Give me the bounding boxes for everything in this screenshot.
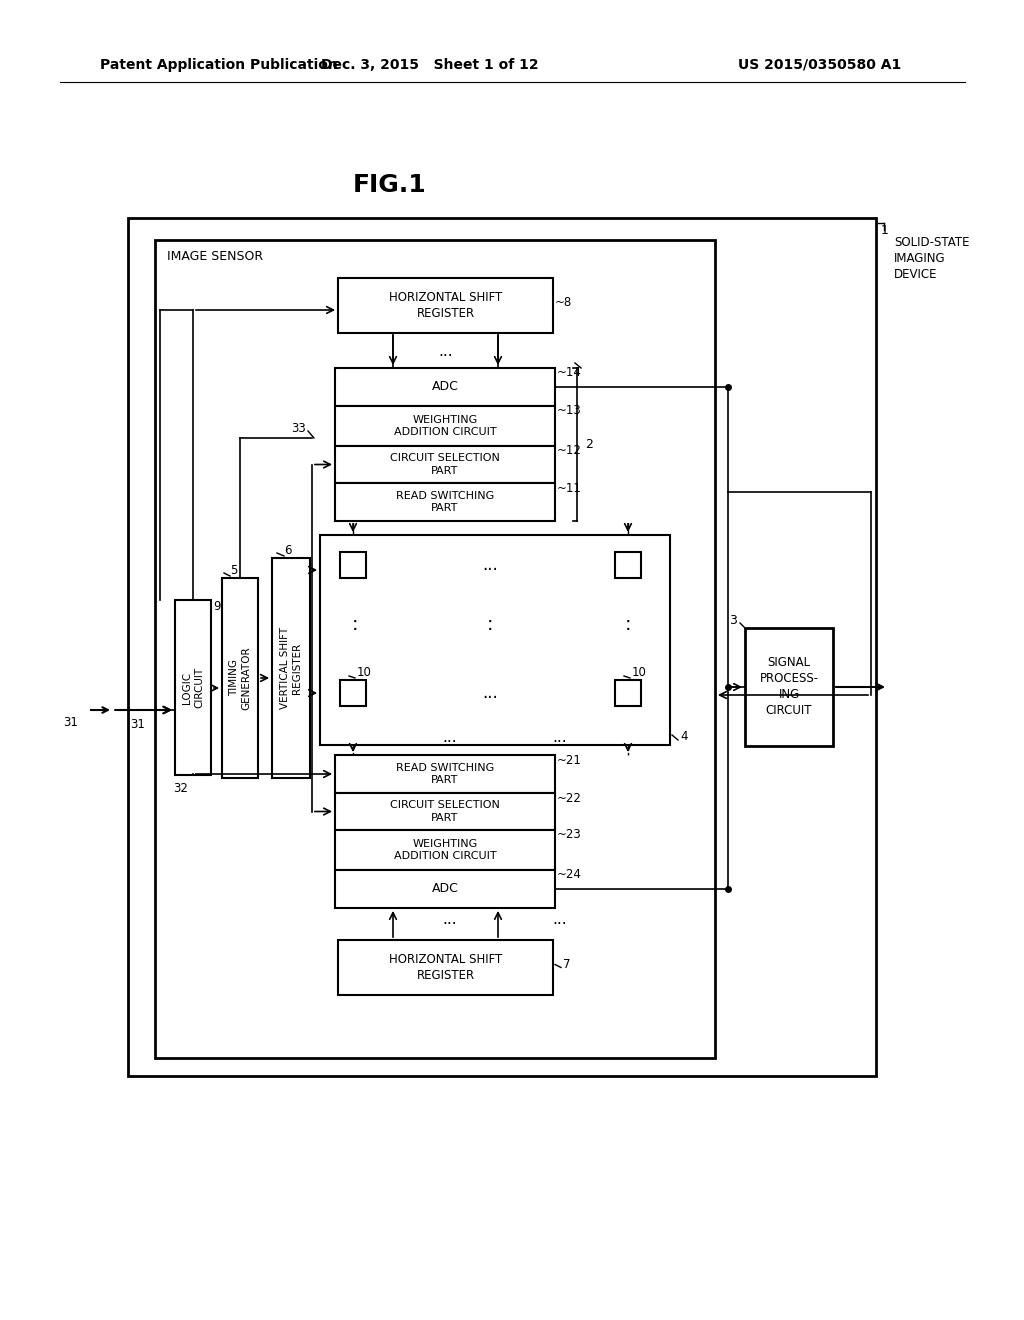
Text: LOGIC
CIRCUIT: LOGIC CIRCUIT <box>182 667 204 708</box>
Bar <box>338 279 553 333</box>
Text: ~12: ~12 <box>557 445 582 458</box>
Bar <box>175 601 211 775</box>
Text: ...: ... <box>553 730 567 746</box>
Text: ...: ... <box>482 556 498 574</box>
Text: CIRCUIT SELECTION
PART: CIRCUIT SELECTION PART <box>390 800 500 822</box>
Text: WEIGHTING
ADDITION CIRCUIT: WEIGHTING ADDITION CIRCUIT <box>393 838 497 861</box>
Bar <box>340 680 366 706</box>
Text: READ SWITCHING
PART: READ SWITCHING PART <box>396 763 495 785</box>
Text: ...: ... <box>482 684 498 702</box>
Text: ~13: ~13 <box>557 404 582 417</box>
Text: 2: 2 <box>585 438 593 451</box>
Bar <box>222 578 258 777</box>
Text: WEIGHTING
ADDITION CIRCUIT: WEIGHTING ADDITION CIRCUIT <box>393 414 497 437</box>
Text: ~21: ~21 <box>557 754 582 767</box>
Text: VERTICAL SHIFT
REGISTER: VERTICAL SHIFT REGISTER <box>280 627 302 709</box>
Text: 31: 31 <box>63 715 78 729</box>
Text: ...: ... <box>438 343 453 359</box>
Bar <box>335 830 555 870</box>
Bar <box>335 368 555 407</box>
Text: 6: 6 <box>284 544 292 557</box>
Bar <box>128 218 876 1076</box>
Text: ~24: ~24 <box>557 869 582 882</box>
Text: HORIZONTAL SHIFT
REGISTER: HORIZONTAL SHIFT REGISTER <box>389 953 502 982</box>
Text: IMAGE SENSOR: IMAGE SENSOR <box>167 249 263 263</box>
Text: 33: 33 <box>291 421 306 434</box>
Bar <box>335 483 555 521</box>
Bar <box>615 552 641 578</box>
Text: ...: ... <box>442 912 458 928</box>
Bar <box>335 870 555 908</box>
Bar <box>155 240 715 1059</box>
Bar <box>319 535 670 744</box>
Text: :: : <box>352 615 358 635</box>
Text: US 2015/0350580 A1: US 2015/0350580 A1 <box>738 58 901 73</box>
Text: :: : <box>486 615 494 635</box>
Text: 31: 31 <box>130 718 144 731</box>
Bar <box>340 552 366 578</box>
Text: ~8: ~8 <box>555 296 572 309</box>
Text: HORIZONTAL SHIFT
REGISTER: HORIZONTAL SHIFT REGISTER <box>389 290 502 319</box>
Text: ~23: ~23 <box>557 829 582 842</box>
Bar <box>745 628 833 746</box>
Text: 9: 9 <box>213 601 220 614</box>
Text: 10: 10 <box>632 665 647 678</box>
Text: 10: 10 <box>357 665 372 678</box>
Text: Dec. 3, 2015   Sheet 1 of 12: Dec. 3, 2015 Sheet 1 of 12 <box>322 58 539 73</box>
Text: ADC: ADC <box>431 883 459 895</box>
Text: 1: 1 <box>881 223 889 236</box>
Text: ...: ... <box>442 730 458 746</box>
Bar <box>338 940 553 995</box>
Text: 7: 7 <box>563 958 570 972</box>
Text: ~11: ~11 <box>557 482 582 495</box>
Text: ~22: ~22 <box>557 792 582 804</box>
Bar <box>335 793 555 830</box>
Bar <box>272 558 310 777</box>
Text: SIGNAL
PROCESS-
ING
CIRCUIT: SIGNAL PROCESS- ING CIRCUIT <box>760 656 818 718</box>
Text: FIG.1: FIG.1 <box>353 173 427 197</box>
Text: CIRCUIT SELECTION
PART: CIRCUIT SELECTION PART <box>390 453 500 475</box>
Text: Patent Application Publication: Patent Application Publication <box>100 58 338 73</box>
Text: ~14: ~14 <box>557 367 582 380</box>
Bar <box>335 407 555 446</box>
Text: SOLID-STATE
IMAGING
DEVICE: SOLID-STATE IMAGING DEVICE <box>894 236 970 281</box>
Text: 3: 3 <box>729 614 737 627</box>
Text: 4: 4 <box>680 730 687 743</box>
Text: ADC: ADC <box>431 380 459 393</box>
Text: READ SWITCHING
PART: READ SWITCHING PART <box>396 491 495 513</box>
Bar <box>615 680 641 706</box>
Bar <box>335 755 555 793</box>
Text: 5: 5 <box>230 564 238 577</box>
Bar <box>335 446 555 483</box>
Text: :: : <box>625 615 631 635</box>
Text: TIMING
GENERATOR: TIMING GENERATOR <box>228 647 251 710</box>
Text: ...: ... <box>553 912 567 928</box>
Text: 32: 32 <box>173 783 188 796</box>
